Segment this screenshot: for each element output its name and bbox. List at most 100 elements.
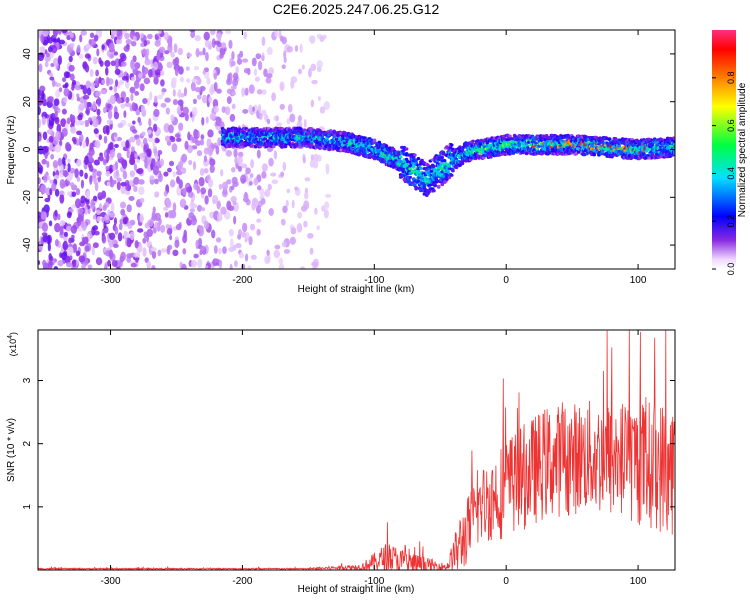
spectrogram-noise-cell bbox=[114, 68, 121, 75]
spectrogram-noise-cell bbox=[196, 185, 201, 194]
spectrogram-noise-cell bbox=[44, 61, 49, 68]
spectrogram-noise-cell bbox=[152, 140, 156, 148]
spectrogram-noise-cell bbox=[216, 55, 221, 61]
spectrogram-noise-cell bbox=[228, 205, 235, 212]
spectrogram-ridge-cell bbox=[441, 174, 446, 178]
spectrogram-noise-cell bbox=[253, 178, 259, 186]
spectrogram-noise-cell bbox=[204, 195, 209, 205]
spectrogram-noise-cell bbox=[285, 199, 289, 207]
spectrogram-noise-cell bbox=[256, 185, 262, 191]
spectrogram-noise-cell bbox=[213, 258, 220, 263]
spectrogram-noise-cell bbox=[55, 130, 61, 140]
spectrogram-noise-cell bbox=[146, 228, 154, 237]
spectrogram-noise-cell bbox=[239, 50, 244, 58]
spectrogram-noise-cell bbox=[235, 242, 242, 249]
spectrogram-noise-cell bbox=[108, 249, 114, 259]
spectrogram-noise-cell bbox=[154, 155, 160, 160]
spectrogram-noise-cell bbox=[49, 76, 55, 81]
spectrogram-noise-cell bbox=[226, 96, 232, 105]
spectrogram-noise-cell bbox=[65, 225, 72, 232]
spectrogram-noise-cell bbox=[198, 237, 203, 247]
spectrogram-noise-cell bbox=[42, 30, 49, 37]
spectrogram-noise-cell bbox=[227, 73, 231, 83]
spectrogram-noise-cell bbox=[203, 147, 209, 155]
spectrogram-noise-cell bbox=[154, 191, 160, 198]
spectrogram-noise-cell bbox=[120, 103, 126, 109]
spectrogram-ridge-cell bbox=[449, 143, 454, 147]
spectrogram-noise-cell bbox=[256, 149, 261, 159]
spectrogram-noise-cell bbox=[113, 179, 117, 185]
spectrogram-noise-cell bbox=[107, 109, 113, 120]
spectrogram-noise-cell bbox=[85, 80, 91, 90]
spectrogram-noise-cell bbox=[110, 60, 116, 67]
spectrogram-noise-cell bbox=[201, 207, 206, 212]
spectrogram-noise-cell bbox=[196, 94, 202, 100]
spectrogram-noise-cell bbox=[266, 118, 271, 125]
spectrogram-noise-cell bbox=[53, 30, 58, 39]
spectrogram-noise-cell bbox=[84, 53, 91, 59]
spectrogram-noise-cell bbox=[105, 165, 110, 171]
spectrogram-noise-cell bbox=[185, 66, 190, 71]
spectrogram-noise-cell bbox=[78, 255, 86, 263]
spectrogram-noise-cell bbox=[243, 192, 249, 201]
spectrogram-noise-cell bbox=[210, 144, 217, 149]
spectrogram-noise-cell bbox=[261, 36, 266, 47]
spectrogram-noise-cell bbox=[261, 170, 267, 179]
bottom-y-tick-label: 3 bbox=[22, 377, 33, 383]
spectrogram-noise-cell bbox=[54, 209, 58, 217]
spectrogram-noise-cell bbox=[175, 137, 182, 143]
spectrogram-noise-cell bbox=[42, 259, 47, 267]
spectrogram-ridge-cell bbox=[354, 140, 359, 144]
spectrogram-noise-cell bbox=[131, 101, 136, 112]
spectrogram-noise-cell bbox=[186, 144, 194, 154]
spectrogram-noise-cell bbox=[58, 39, 66, 45]
spectrogram-noise-cell bbox=[90, 200, 96, 210]
spectrogram-noise-cell bbox=[139, 197, 145, 203]
spectrogram-noise-cell bbox=[187, 131, 191, 141]
spectrogram-noise-cell bbox=[108, 232, 116, 240]
spectrogram-noise-cell bbox=[199, 249, 203, 256]
spectrogram-noise-cell bbox=[96, 48, 100, 57]
spectrogram-noise-cell bbox=[146, 158, 151, 164]
spectrogram-noise-cell bbox=[66, 191, 72, 196]
spectrogram-noise-cell bbox=[172, 99, 178, 106]
spectrogram-noise-cell bbox=[273, 150, 278, 160]
spectrogram-noise-cell bbox=[115, 30, 123, 37]
spectrogram-noise-cell bbox=[148, 118, 152, 127]
spectrogram-noise-cell bbox=[134, 62, 141, 70]
spectrogram-noise-cell bbox=[186, 78, 191, 83]
spectrogram-noise-cell bbox=[304, 177, 311, 182]
spectrogram-noise-cell bbox=[303, 118, 307, 128]
spectrogram-noise-cell bbox=[144, 58, 151, 66]
spectrogram-noise-cell bbox=[230, 195, 237, 203]
spectrogram-noise-cell bbox=[126, 102, 132, 108]
spectrogram-noise-cell bbox=[135, 159, 140, 164]
spectrogram-noise-cell bbox=[118, 223, 123, 231]
spectrogram-noise-cell bbox=[319, 106, 326, 114]
spectrogram-noise-cell bbox=[130, 40, 137, 47]
spectrogram-noise-cell bbox=[38, 260, 41, 265]
spectrogram-noise-cell bbox=[125, 140, 130, 149]
spectrogram-noise-cell bbox=[302, 156, 306, 164]
spectrogram-noise-cell bbox=[84, 64, 90, 73]
spectrogram-noise-cell bbox=[213, 40, 221, 45]
spectrogram-noise-cell bbox=[76, 96, 81, 102]
spectrogram-noise-cell bbox=[68, 55, 73, 63]
spectrogram-noise-cell bbox=[106, 181, 111, 186]
spectrogram-noise-cell bbox=[221, 106, 226, 114]
spectrogram-noise-cell bbox=[85, 199, 90, 205]
spectrogram-noise-cell bbox=[287, 103, 293, 113]
spectrogram-noise-cell bbox=[251, 57, 257, 67]
spectrogram-noise-cell bbox=[118, 233, 122, 241]
spectrogram-noise-cell bbox=[59, 190, 64, 196]
spectrogram-noise-cell bbox=[92, 118, 99, 128]
spectrogram-noise-cell bbox=[233, 215, 237, 225]
spectrogram-noise-cell bbox=[255, 53, 262, 60]
spectrogram-noise-cell bbox=[217, 137, 221, 147]
spectrogram-noise-cell bbox=[51, 45, 58, 54]
spectrogram-noise-cell bbox=[325, 163, 330, 170]
spectrogram-noise-cell bbox=[166, 61, 173, 69]
spectrogram-noise-cell bbox=[205, 116, 209, 124]
spectrogram-noise-cell bbox=[296, 222, 303, 233]
spectrogram-noise-cell bbox=[174, 133, 181, 138]
